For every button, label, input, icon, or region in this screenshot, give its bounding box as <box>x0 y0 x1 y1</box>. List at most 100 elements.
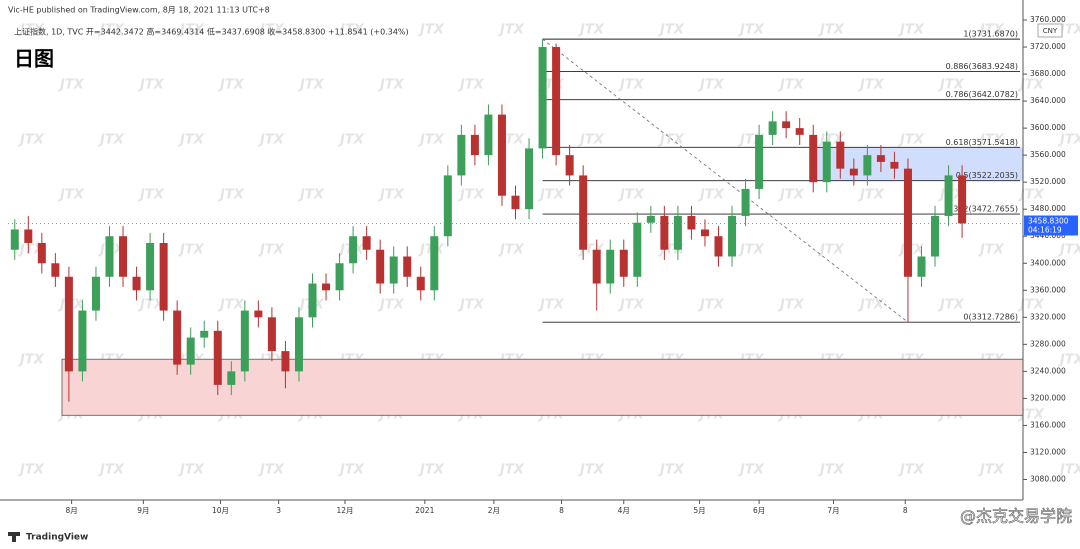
ohlc-legend: 上证指数, 1D, TVC 开=3442.3472 高=3469.4314 低=… <box>14 27 409 37</box>
watermark: JTX <box>777 298 805 313</box>
price-badge <box>1024 215 1078 236</box>
watermark: JTX <box>577 463 605 478</box>
watermark: JTX <box>897 133 925 148</box>
candle-body <box>173 310 182 365</box>
y-tick-label: 3440.000 <box>1030 231 1066 240</box>
y-tick-label: 3400.000 <box>1030 258 1066 267</box>
footer: TradingView <box>26 533 88 543</box>
y-tick-label: 3640.000 <box>1030 96 1066 105</box>
y-tick-label: 3360.000 <box>1030 285 1066 294</box>
watermark: JTX <box>697 78 725 93</box>
watermark: JTX <box>177 23 205 38</box>
watermark: JTX <box>497 243 525 258</box>
candle-body <box>497 114 506 196</box>
y-tick-label: 3680.000 <box>1030 69 1066 78</box>
trend-line <box>542 38 909 323</box>
fib-label: 0.786(3642.0782) <box>946 90 1018 99</box>
zone <box>61 358 1024 416</box>
candle-body <box>673 215 682 250</box>
x-tick-label: 6月 <box>753 506 765 515</box>
candle-body <box>200 330 209 338</box>
candle-body <box>565 155 574 176</box>
candle-body <box>849 168 858 176</box>
watermark: JTX <box>417 23 445 38</box>
candle-body <box>917 256 926 277</box>
watermark: JTX <box>257 243 285 258</box>
watermark: JTX <box>1017 298 1045 313</box>
candle-body <box>416 276 425 291</box>
fib-label: 0.886(3683.9248) <box>946 62 1018 71</box>
watermark: JTX <box>137 78 165 93</box>
watermark: JTX <box>1057 243 1080 258</box>
candle-body <box>958 175 967 224</box>
watermark: JTX <box>337 23 365 38</box>
y-tick-label: 3200.000 <box>1030 393 1066 402</box>
watermark: JTX <box>17 23 45 38</box>
candle-body <box>91 276 100 311</box>
y-tick-label: 3120.000 <box>1030 447 1066 456</box>
candle-body <box>646 215 655 223</box>
candle-body <box>457 134 466 176</box>
watermarks: JTX JTX JTX JTX JTX JTX JTX JTX JTX JTX JTX JTX JTX J… <box>17 23 1080 478</box>
candle-body <box>308 283 317 318</box>
watermark: JTX <box>1057 133 1080 148</box>
watermark: JTX <box>177 243 205 258</box>
watermark: JTX <box>897 463 925 478</box>
candle-body <box>159 242 168 311</box>
watermark: JTX <box>497 23 525 38</box>
x-tick-label: 2月 <box>488 506 500 515</box>
candle-body <box>362 236 371 250</box>
watermark: JTX <box>977 23 1005 38</box>
candle-body <box>633 222 642 277</box>
x-tick-label: 8月 <box>65 506 77 515</box>
countdown: 04:16:19 <box>1028 226 1062 235</box>
watermark: JTX <box>897 23 925 38</box>
candle-body <box>267 317 276 352</box>
watermark: JTX <box>457 298 485 313</box>
watermark: JTX <box>57 78 85 93</box>
y-tick-label: 3320.000 <box>1030 312 1066 321</box>
watermark: JTX <box>417 463 445 478</box>
watermark: JTX <box>1017 408 1045 423</box>
candle-body <box>403 256 412 277</box>
watermark: JTX <box>977 133 1005 148</box>
watermark: JTX <box>657 133 685 148</box>
candle-body <box>24 229 33 243</box>
watermark: JTX <box>857 188 885 203</box>
watermark: JTX <box>697 188 725 203</box>
candle-body <box>146 242 155 291</box>
watermark: JTX <box>457 78 485 93</box>
candle-body <box>714 236 723 257</box>
watermark: JTX <box>57 188 85 203</box>
watermark: JTX <box>857 78 885 93</box>
watermark: JTX <box>377 188 405 203</box>
watermark: JTX <box>617 298 645 313</box>
candle-body <box>430 236 439 291</box>
watermark: JTX <box>937 78 965 93</box>
y-tick-label: 3520.000 <box>1030 177 1066 186</box>
candle-body <box>322 283 331 291</box>
candle-body <box>105 236 114 277</box>
candle-body <box>728 215 737 257</box>
candle-body <box>511 195 520 210</box>
credit: @杰克交易学院 <box>960 507 1072 526</box>
watermark: JTX <box>377 78 405 93</box>
watermark: JTX <box>737 23 765 38</box>
watermark: JTX <box>777 78 805 93</box>
watermark: JTX <box>297 188 325 203</box>
candle-body <box>294 317 303 372</box>
watermark: JTX <box>17 353 45 368</box>
candle-body <box>254 310 263 318</box>
candle-body <box>809 134 818 183</box>
candle-body <box>606 249 615 284</box>
fib-label: 0(3312.7286) <box>963 313 1018 322</box>
chart-title: 日图 <box>14 47 54 71</box>
y-tick-label: 3160.000 <box>1030 420 1066 429</box>
watermark: JTX <box>1057 463 1080 478</box>
candle-body <box>741 188 750 216</box>
watermark: JTX <box>337 463 365 478</box>
x-tick-label: 7月 <box>827 506 839 515</box>
candle-body <box>592 249 601 284</box>
price-badge-label: 3458.8300 <box>1028 217 1069 226</box>
